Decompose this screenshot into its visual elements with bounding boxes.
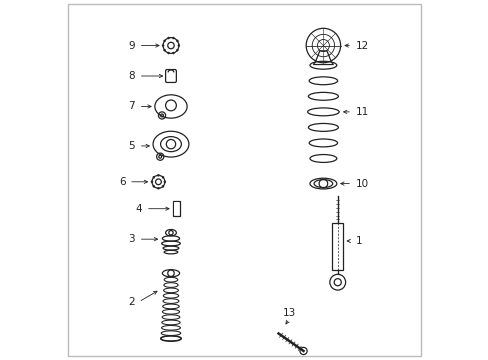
Text: 2: 2 [128,297,135,307]
FancyBboxPatch shape [331,223,343,270]
Text: 10: 10 [355,179,368,189]
FancyBboxPatch shape [174,202,179,215]
Text: 13: 13 [282,308,295,318]
Circle shape [151,181,153,183]
Text: 3: 3 [128,234,135,244]
Circle shape [163,40,165,42]
Text: 4: 4 [135,204,142,214]
Text: 11: 11 [355,107,368,117]
Circle shape [162,44,164,46]
Text: 8: 8 [128,71,135,81]
Circle shape [157,174,159,176]
Circle shape [152,176,155,178]
Circle shape [162,176,164,178]
Text: 12: 12 [355,41,368,50]
Circle shape [162,185,164,188]
Circle shape [172,37,174,39]
Circle shape [163,49,165,51]
Circle shape [167,52,169,54]
Circle shape [152,185,155,188]
Circle shape [178,44,180,46]
Circle shape [157,187,159,189]
Text: 5: 5 [128,141,135,151]
Circle shape [167,37,169,39]
Text: 6: 6 [119,177,125,187]
Circle shape [172,52,174,54]
Circle shape [163,181,165,183]
Text: 9: 9 [128,41,135,50]
Circle shape [176,40,178,42]
Circle shape [176,49,178,51]
Text: 1: 1 [355,236,362,246]
Text: 7: 7 [128,102,135,112]
